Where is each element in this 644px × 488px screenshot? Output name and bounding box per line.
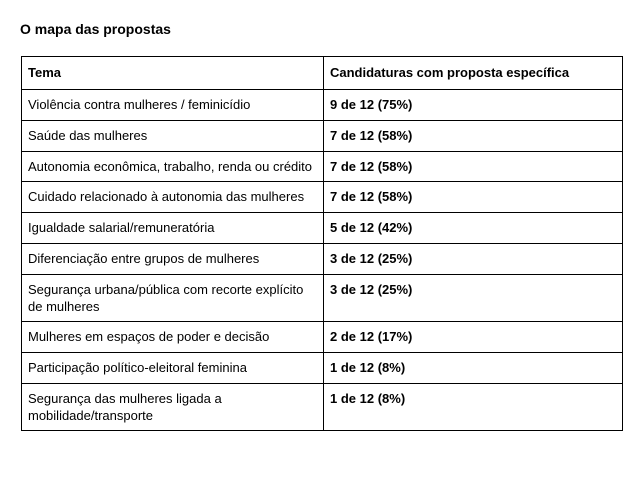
- row-valor: 7 de 12 (58%): [323, 151, 623, 182]
- row-tema: Segurança das mulheres ligada a mobilida…: [21, 383, 324, 431]
- table-row: Participação político-eleitoral feminina…: [21, 352, 623, 384]
- row-valor: 3 de 12 (25%): [323, 243, 623, 275]
- row-valor: 2 de 12 (17%): [323, 321, 623, 353]
- row-tema: Igualdade salarial/remuneratória: [21, 212, 324, 244]
- row-tema: Autonomia econômica, trabalho, renda ou …: [21, 151, 324, 182]
- row-valor: 7 de 12 (58%): [323, 120, 623, 152]
- row-valor: 5 de 12 (42%): [323, 212, 623, 244]
- row-tema: Diferenciação entre grupos de mulheres: [21, 243, 324, 275]
- table-row: Segurança urbana/pública com recorte exp…: [21, 274, 623, 322]
- table-row: Autonomia econômica, trabalho, renda ou …: [21, 151, 623, 182]
- row-valor: 1 de 12 (8%): [323, 352, 623, 384]
- row-tema: Mulheres em espaços de poder e decisão: [21, 321, 324, 353]
- proposals-table: Tema Candidaturas com proposta específic…: [21, 56, 623, 431]
- row-tema: Participação político-eleitoral feminina: [21, 352, 324, 384]
- row-valor: 1 de 12 (8%): [323, 383, 623, 431]
- page-title: O mapa das propostas: [20, 21, 171, 37]
- row-tema: Violência contra mulheres / feminicídio: [21, 89, 324, 121]
- column-header-candidaturas: Candidaturas com proposta específica: [323, 56, 623, 90]
- table-row: Mulheres em espaços de poder e decisão 2…: [21, 321, 623, 353]
- row-valor: 7 de 12 (58%): [323, 181, 623, 213]
- table-row: Violência contra mulheres / feminicídio …: [21, 89, 623, 121]
- table-header-row: Tema Candidaturas com proposta específic…: [21, 56, 623, 90]
- row-tema: Saúde das mulheres: [21, 120, 324, 152]
- row-tema: Cuidado relacionado à autonomia das mulh…: [21, 181, 324, 213]
- table-row: Saúde das mulheres 7 de 12 (58%): [21, 120, 623, 152]
- table-row: Igualdade salarial/remuneratória 5 de 12…: [21, 212, 623, 244]
- column-header-tema: Tema: [21, 56, 324, 90]
- row-valor: 3 de 12 (25%): [323, 274, 623, 322]
- row-tema: Segurança urbana/pública com recorte exp…: [21, 274, 324, 322]
- table-row: Diferenciação entre grupos de mulheres 3…: [21, 243, 623, 275]
- table-row: Cuidado relacionado à autonomia das mulh…: [21, 181, 623, 213]
- table-row: Segurança das mulheres ligada a mobilida…: [21, 383, 623, 431]
- row-valor: 9 de 12 (75%): [323, 89, 623, 121]
